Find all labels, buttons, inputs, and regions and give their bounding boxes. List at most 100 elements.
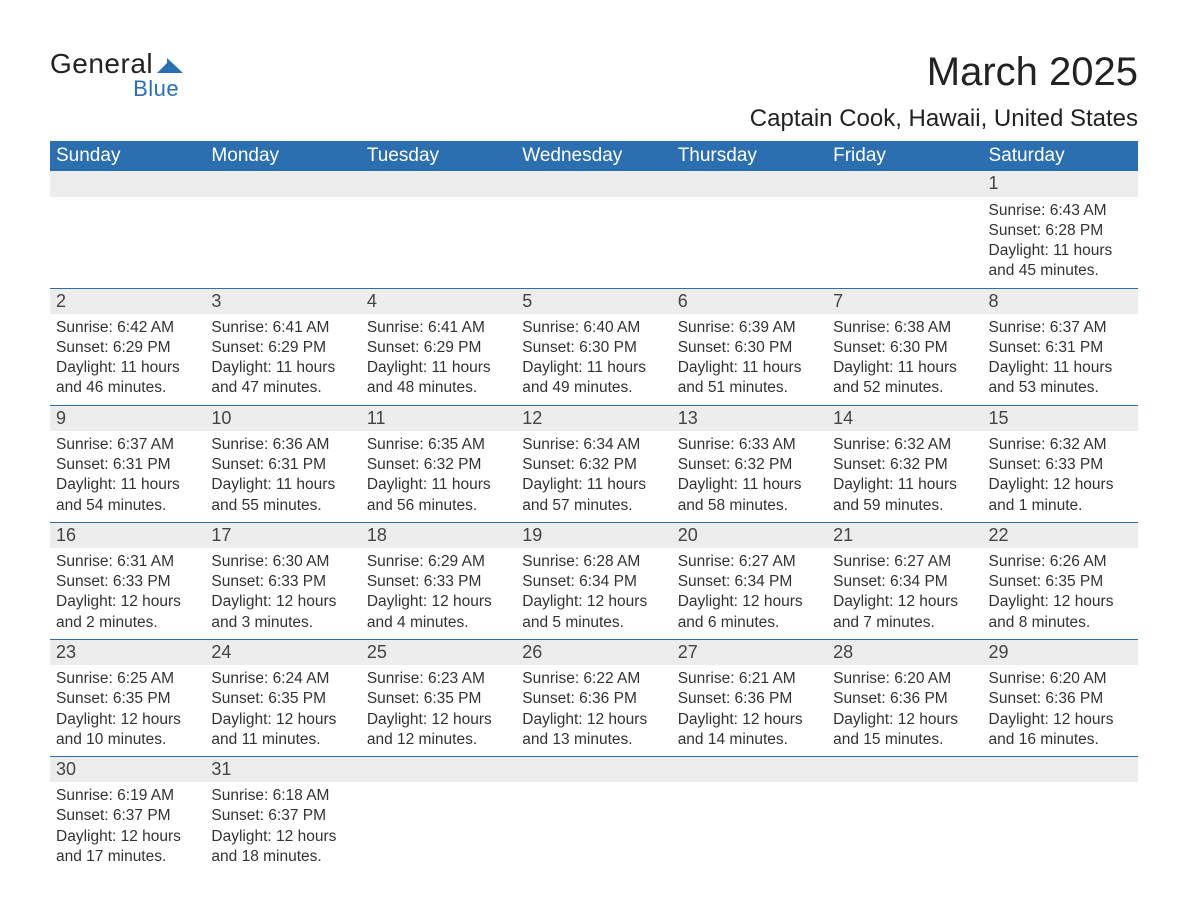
day-content-cell: Sunrise: 6:22 AMSunset: 6:36 PMDaylight:… bbox=[516, 665, 671, 756]
day-content-cell bbox=[827, 197, 982, 288]
day-content-cell: Sunrise: 6:35 AMSunset: 6:32 PMDaylight:… bbox=[361, 431, 516, 522]
sunset-line: Sunset: 6:36 PM bbox=[522, 689, 665, 709]
daylight-line-2: and 5 minutes. bbox=[522, 613, 665, 633]
daylight-line-1: Daylight: 12 hours bbox=[989, 710, 1132, 730]
daylight-line-1: Daylight: 11 hours bbox=[678, 358, 821, 378]
sunrise-line: Sunrise: 6:38 AM bbox=[833, 318, 976, 338]
day-content-cell: Sunrise: 6:27 AMSunset: 6:34 PMDaylight:… bbox=[672, 548, 827, 639]
day-content-cell: Sunrise: 6:30 AMSunset: 6:33 PMDaylight:… bbox=[205, 548, 360, 639]
sunset-line: Sunset: 6:33 PM bbox=[211, 572, 354, 592]
daylight-line-1: Daylight: 12 hours bbox=[678, 592, 821, 612]
daylight-line-1: Daylight: 11 hours bbox=[211, 358, 354, 378]
day-number-cell: 23 bbox=[50, 639, 205, 665]
day-number-cell bbox=[983, 756, 1138, 782]
sunset-line: Sunset: 6:37 PM bbox=[56, 806, 199, 826]
sunrise-line: Sunrise: 6:25 AM bbox=[56, 669, 199, 689]
daylight-line-2: and 58 minutes. bbox=[678, 496, 821, 516]
sunset-line: Sunset: 6:35 PM bbox=[989, 572, 1132, 592]
day-content-cell: Sunrise: 6:38 AMSunset: 6:30 PMDaylight:… bbox=[827, 314, 982, 405]
day-header-row: Sunday Monday Tuesday Wednesday Thursday… bbox=[50, 141, 1138, 171]
sunset-line: Sunset: 6:31 PM bbox=[989, 338, 1132, 358]
daylight-line-1: Daylight: 12 hours bbox=[678, 710, 821, 730]
day-number-cell: 7 bbox=[827, 288, 982, 314]
sunset-line: Sunset: 6:34 PM bbox=[678, 572, 821, 592]
day-content-cell: Sunrise: 6:31 AMSunset: 6:33 PMDaylight:… bbox=[50, 548, 205, 639]
sunset-line: Sunset: 6:37 PM bbox=[211, 806, 354, 826]
day-number-cell bbox=[361, 171, 516, 197]
daylight-line-1: Daylight: 11 hours bbox=[367, 475, 510, 495]
day-number-cell: 3 bbox=[205, 288, 360, 314]
daylight-line-2: and 48 minutes. bbox=[367, 378, 510, 398]
daylight-line-2: and 51 minutes. bbox=[678, 378, 821, 398]
day-content-cell: Sunrise: 6:34 AMSunset: 6:32 PMDaylight:… bbox=[516, 431, 671, 522]
week-content-row: Sunrise: 6:37 AMSunset: 6:31 PMDaylight:… bbox=[50, 431, 1138, 522]
week-content-row: Sunrise: 6:25 AMSunset: 6:35 PM Daylight:… bbox=[50, 665, 1138, 756]
day-number-cell: 15 bbox=[983, 405, 1138, 431]
daylight-line-2: and 11 minutes. bbox=[211, 730, 354, 750]
day-content-cell: Sunrise: 6:23 AMSunset: 6:35 PMDaylight:… bbox=[361, 665, 516, 756]
sunrise-line: Sunrise: 6:37 AM bbox=[56, 435, 199, 455]
daylight-line-1: Daylight: 11 hours bbox=[833, 358, 976, 378]
sunset-line: Sunset: 6:33 PM bbox=[56, 572, 199, 592]
week-daynum-row: 16171819202122 bbox=[50, 522, 1138, 548]
sunset-line: Sunset: 6:29 PM bbox=[211, 338, 354, 358]
daylight-line-2: and 18 minutes. bbox=[211, 847, 354, 867]
daylight-line-1: Daylight: 11 hours bbox=[56, 475, 199, 495]
day-content-cell bbox=[516, 782, 671, 873]
sunrise-line: Sunrise: 6:41 AM bbox=[211, 318, 354, 338]
daylight-line-1: Daylight: 12 hours bbox=[211, 710, 354, 730]
sunrise-line: Sunrise: 6:18 AM bbox=[211, 786, 354, 806]
sunrise-line: Sunrise: 6:32 AM bbox=[833, 435, 976, 455]
day-content-cell: Sunrise: 6:20 AMSunset: 6:36 PMDaylight:… bbox=[983, 665, 1138, 756]
sunrise-line: Sunrise: 6:31 AM bbox=[56, 552, 199, 572]
day-content-cell: Sunrise: 6:33 AMSunset: 6:32 PMDaylight:… bbox=[672, 431, 827, 522]
sunrise-line: Sunrise: 6:19 AM bbox=[56, 786, 199, 806]
day-content-cell: Sunrise: 6:26 AMSunset: 6:35 PMDaylight:… bbox=[983, 548, 1138, 639]
day-content-cell bbox=[50, 197, 205, 288]
sunset-line: Sunset: 6:30 PM bbox=[678, 338, 821, 358]
day-content-cell: Sunrise: 6:20 AMSunset: 6:36 PMDaylight:… bbox=[827, 665, 982, 756]
daylight-line-2: and 55 minutes. bbox=[211, 496, 354, 516]
sunrise-line: Sunrise: 6:24 AM bbox=[211, 669, 354, 689]
daylight-line-2: and 47 minutes. bbox=[211, 378, 354, 398]
sunset-line: Sunset: 6:33 PM bbox=[367, 572, 510, 592]
daylight-line-1: Daylight: 12 hours bbox=[989, 592, 1132, 612]
dayheader-saturday: Saturday bbox=[983, 141, 1138, 171]
daylight-line-1: Daylight: 11 hours bbox=[989, 358, 1132, 378]
day-content-cell bbox=[672, 197, 827, 288]
daylight-line-1: Daylight: 12 hours bbox=[522, 710, 665, 730]
sunrise-line: Sunrise: 6:43 AM bbox=[989, 201, 1132, 221]
daylight-line-2: and 56 minutes. bbox=[367, 496, 510, 516]
day-content-cell: Sunrise: 6:37 AMSunset: 6:31 PMDaylight:… bbox=[50, 431, 205, 522]
daylight-line-2: and 10 minutes. bbox=[56, 730, 199, 750]
daylight-line-2: and 2 minutes. bbox=[56, 613, 199, 633]
daylight-line-1: Daylight: 11 hours bbox=[678, 475, 821, 495]
day-number-cell: 8 bbox=[983, 288, 1138, 314]
daylight-line-2: and 13 minutes. bbox=[522, 730, 665, 750]
day-content-cell bbox=[672, 782, 827, 873]
day-number-cell: 27 bbox=[672, 639, 827, 665]
day-number-cell: 14 bbox=[827, 405, 982, 431]
day-content-cell: Sunrise: 6:19 AMSunset: 6:37 PMDaylight:… bbox=[50, 782, 205, 873]
day-number-cell: 26 bbox=[516, 639, 671, 665]
day-content-cell: Sunrise: 6:41 AMSunset: 6:29 PMDaylight:… bbox=[361, 314, 516, 405]
sunrise-line: Sunrise: 6:28 AM bbox=[522, 552, 665, 572]
day-number-cell: 4 bbox=[361, 288, 516, 314]
sunset-line: Sunset: 6:31 PM bbox=[56, 455, 199, 475]
logo-text-blue: Blue bbox=[133, 76, 179, 101]
sunset-line: Sunset: 6:29 PM bbox=[367, 338, 510, 358]
sunset-line: Sunset: 6:35 PM bbox=[56, 689, 199, 709]
day-content-cell bbox=[361, 782, 516, 873]
sunrise-line: Sunrise: 6:37 AM bbox=[989, 318, 1132, 338]
daylight-line-2: and 15 minutes. bbox=[833, 730, 976, 750]
month-title: March 2025 bbox=[750, 50, 1138, 95]
week-daynum-row: 9101112131415 bbox=[50, 405, 1138, 431]
daylight-line-2: and 53 minutes. bbox=[989, 378, 1132, 398]
day-number-cell: 31 bbox=[205, 756, 360, 782]
daylight-line-1: Daylight: 12 hours bbox=[833, 710, 976, 730]
logo: General Blue bbox=[50, 50, 183, 100]
day-number-cell: 5 bbox=[516, 288, 671, 314]
location-label: Captain Cook, Hawaii, United States bbox=[750, 105, 1138, 133]
day-number-cell: 1 bbox=[983, 171, 1138, 197]
sunset-line: Sunset: 6:36 PM bbox=[989, 689, 1132, 709]
